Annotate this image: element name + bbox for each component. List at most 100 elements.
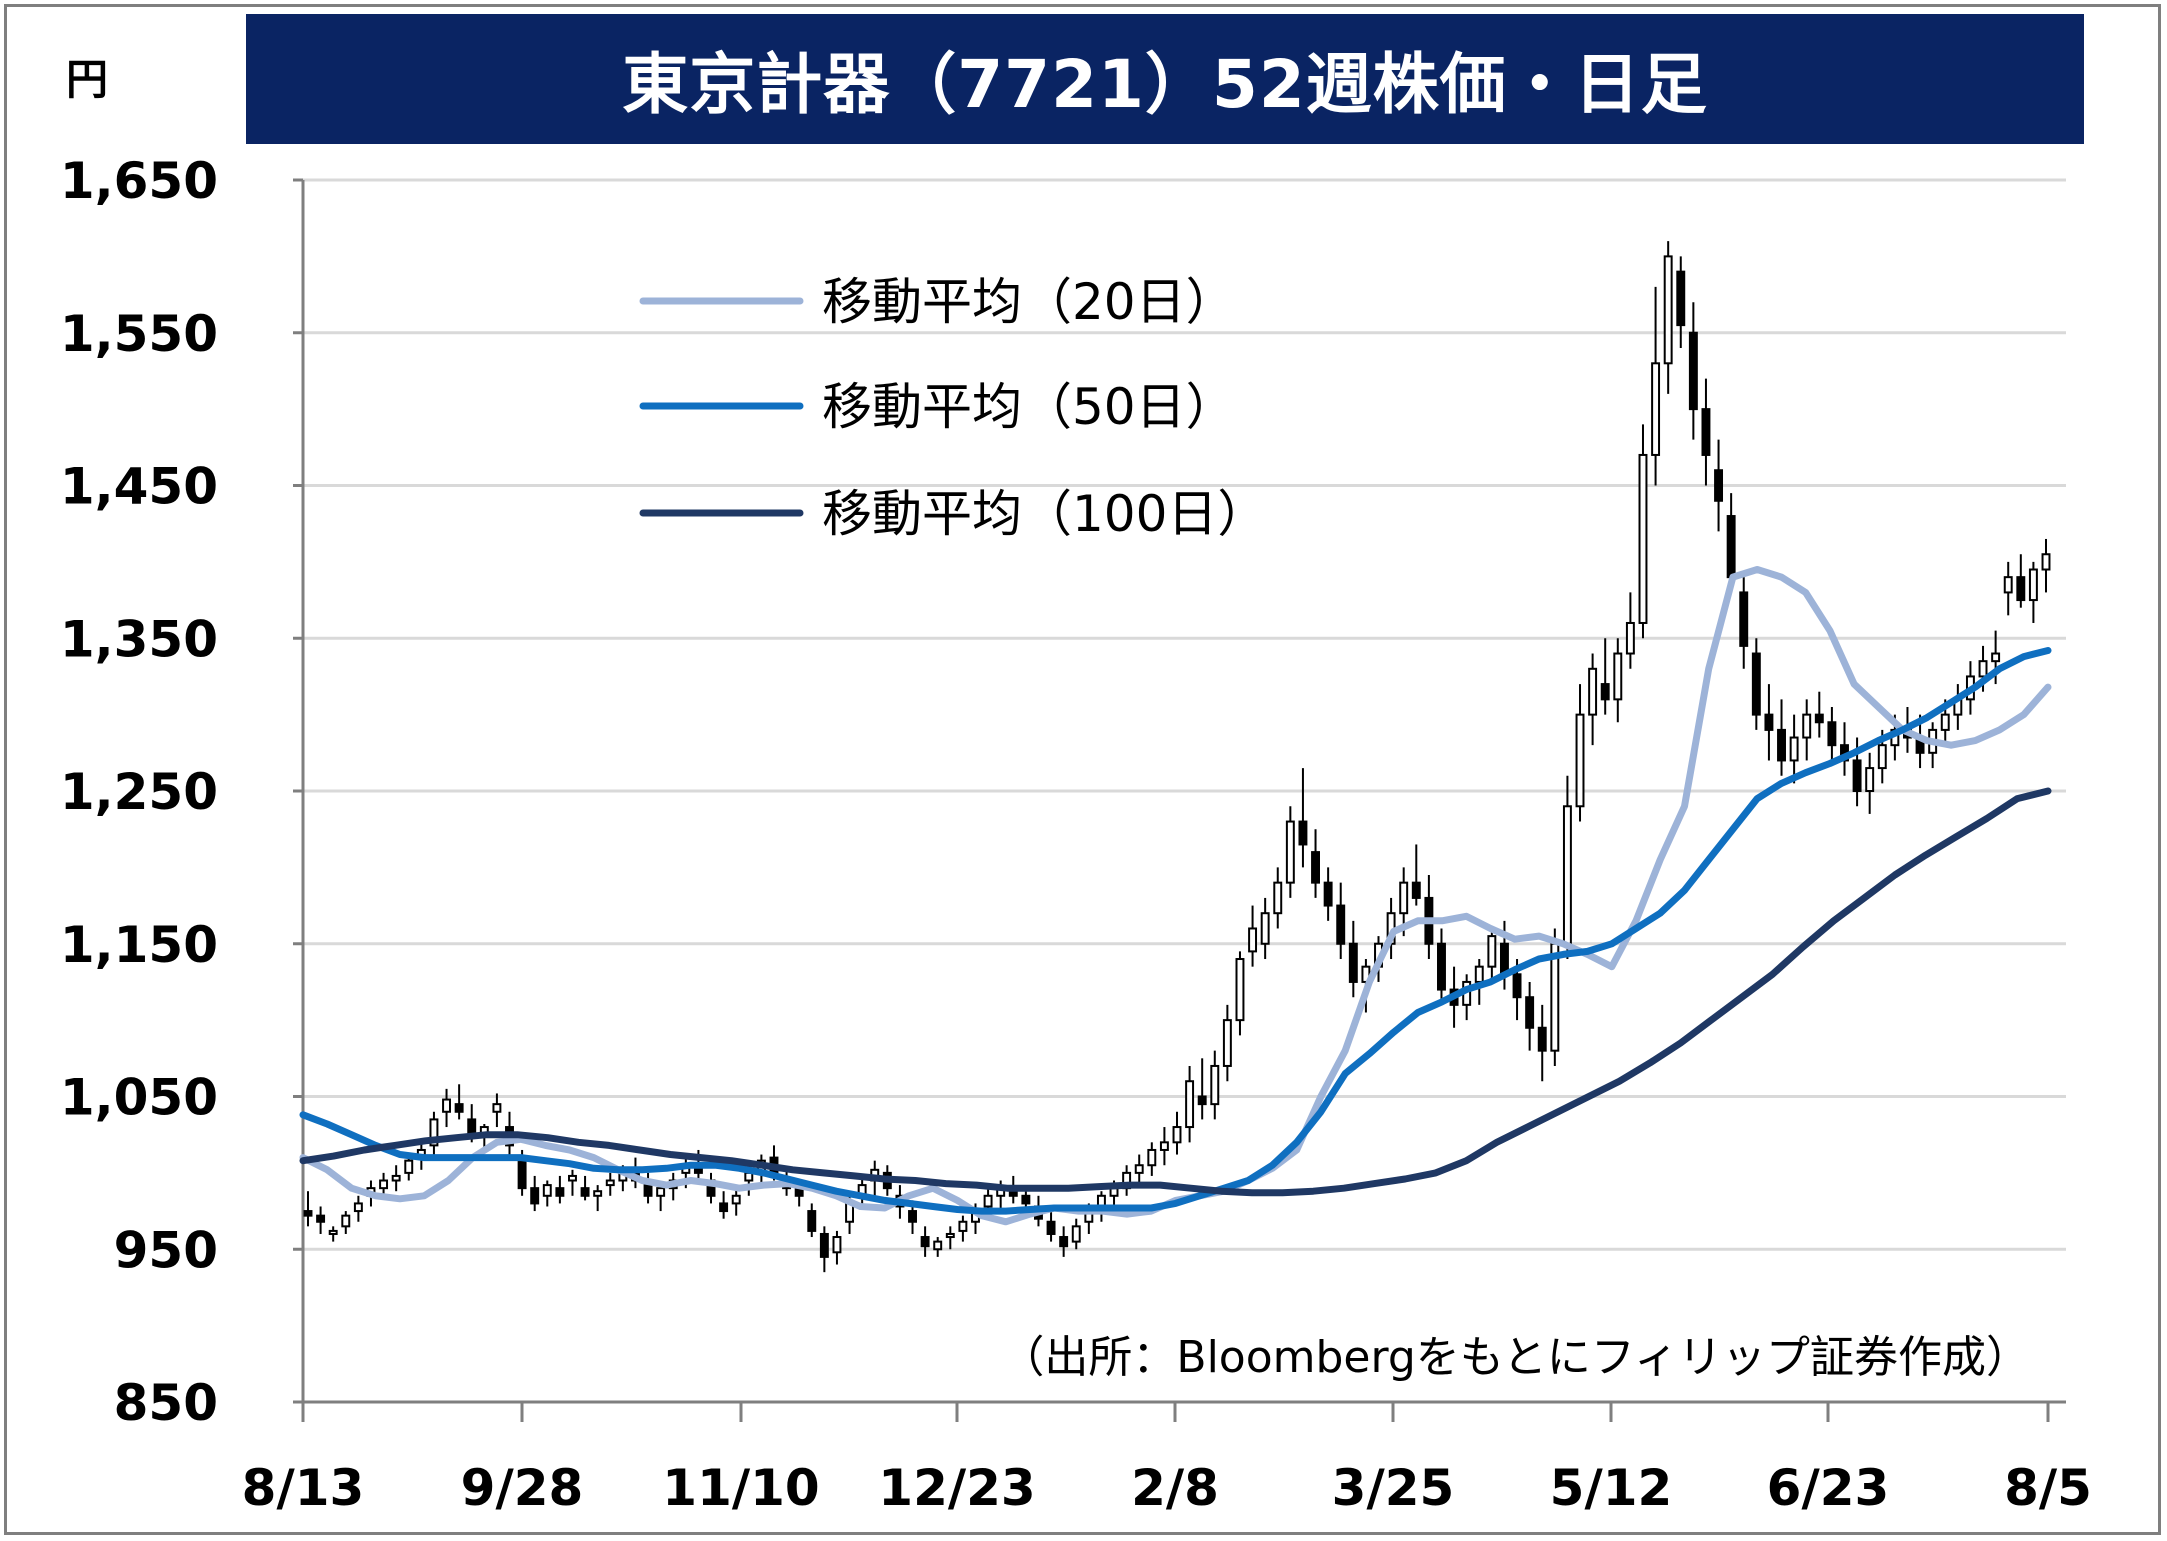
candle-body (442, 1098, 451, 1113)
candle-body (328, 1229, 338, 1235)
candle-body (1726, 515, 1736, 579)
candle-body (2003, 576, 2013, 594)
candle-body (568, 1174, 577, 1182)
candle-body (1348, 942, 1358, 983)
chart-frame (4, 4, 2161, 1535)
candle-body (1537, 1026, 1547, 1052)
x-tick-label: 12/23 (878, 1459, 1035, 1517)
candle-body (1197, 1095, 1207, 1106)
x-tick-label: 9/28 (461, 1459, 584, 1517)
candle-body (1235, 958, 1245, 1022)
candle-body (1575, 713, 1585, 808)
candle-body (983, 1194, 993, 1208)
x-tick-label: 6/23 (1767, 1459, 1890, 1517)
candle-body (819, 1232, 829, 1258)
legend-label: 移動平均（100日） (822, 485, 1267, 543)
candle-body (920, 1236, 930, 1248)
candle-body (958, 1220, 968, 1232)
y-tick-label: 1,550 (60, 305, 218, 363)
candle-body (2041, 553, 2051, 571)
candle-body (1437, 942, 1446, 991)
candle-body (1525, 996, 1535, 1029)
x-tick-label: 11/10 (662, 1459, 819, 1517)
candle-body (1487, 935, 1497, 968)
legend-label: 移動平均（20日） (822, 273, 1236, 331)
candle-body (1159, 1141, 1169, 1151)
candle-body (1147, 1148, 1157, 1167)
candle-body (316, 1214, 326, 1223)
candle-body (1701, 408, 1711, 456)
candle-body (1651, 362, 1661, 456)
candle-body (454, 1103, 464, 1113)
candle-body (1298, 820, 1308, 846)
y-tick-label: 1,450 (60, 458, 218, 516)
x-tick-label: 3/25 (1332, 1459, 1455, 1517)
candle-body (517, 1156, 527, 1190)
ma100-line (299, 787, 2052, 1197)
candle-body (353, 1202, 363, 1213)
candle-body (1172, 1126, 1182, 1144)
candle-body (555, 1187, 565, 1197)
candle-body (1311, 851, 1320, 884)
x-tick-label: 5/12 (1550, 1459, 1673, 1517)
candle-body (1248, 927, 1258, 953)
candle-body (2016, 576, 2026, 602)
candle-body (1046, 1220, 1056, 1235)
candle-body (2028, 568, 2038, 602)
candle-body (731, 1194, 741, 1205)
candle-body (1865, 767, 1875, 793)
legend-label: 移動平均（50日） (822, 378, 1236, 436)
candle-body (933, 1240, 943, 1251)
candle-body (656, 1187, 666, 1197)
candle-body (1562, 805, 1572, 945)
candle-body (1411, 881, 1421, 899)
candle-body (1852, 759, 1862, 793)
candle-body (467, 1118, 477, 1136)
y-tick-label: 1,650 (60, 152, 218, 210)
candle-body (1777, 728, 1786, 762)
candle-body (807, 1210, 817, 1232)
y-tick-label: 1,050 (60, 1069, 218, 1127)
candle-body (1071, 1225, 1081, 1243)
candle-body (1185, 1080, 1195, 1129)
y-tick-label: 850 (114, 1374, 218, 1432)
candle-body (1877, 744, 1887, 770)
source-note: （出所：Bloombergをもとにフィリップ証券作成） (1000, 1332, 2030, 1383)
candle-body (303, 1210, 313, 1217)
chart-title: 東京計器（7721）52週株価・日足 (622, 46, 1708, 123)
candle-body (492, 1103, 502, 1113)
candle-body (1991, 652, 2001, 663)
y-tick-label: 950 (114, 1221, 218, 1279)
candle-body (1638, 453, 1648, 624)
candle-body (1814, 713, 1824, 724)
candle-body (404, 1159, 414, 1174)
candle-body (1134, 1164, 1144, 1174)
candle-body (341, 1214, 351, 1228)
candle-body (1663, 255, 1673, 365)
moving-average-lines (299, 566, 2052, 1226)
candle-body (379, 1179, 389, 1190)
candle-body (1336, 904, 1346, 945)
candle-body (945, 1232, 955, 1239)
legend: 移動平均（20日） 移動平均（50日） 移動平均（100日） (639, 273, 1267, 543)
x-tick-label: 8/5 (2004, 1459, 2092, 1517)
candle-body (1714, 469, 1724, 502)
candle-body (1021, 1194, 1031, 1205)
candle-body (1625, 621, 1635, 655)
candle-body (1512, 973, 1522, 999)
y-axis-unit: 円 (66, 55, 109, 104)
candle-body (542, 1184, 552, 1197)
y-tick-label: 1,350 (60, 610, 218, 668)
candle-body (1273, 881, 1283, 915)
candle-body (593, 1190, 603, 1197)
candle-body (1789, 736, 1799, 762)
ma20-line (299, 566, 2052, 1226)
candle-body (1751, 652, 1761, 716)
x-tick-label: 8/13 (242, 1459, 365, 1517)
candle-body (719, 1202, 729, 1213)
candle-body (1399, 881, 1409, 915)
candle-body (1676, 270, 1686, 327)
candle-body (1978, 660, 1988, 678)
candle-body (605, 1179, 615, 1187)
